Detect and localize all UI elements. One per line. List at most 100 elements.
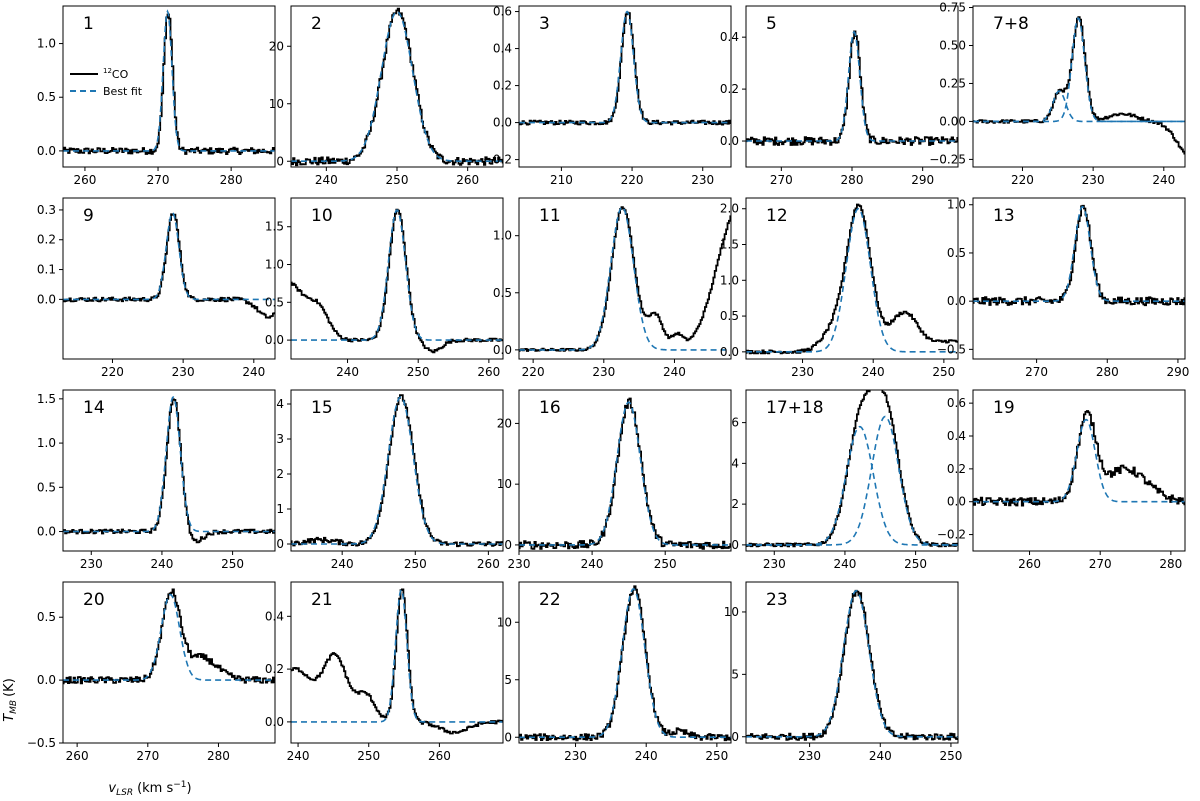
x-tick-label: 290 (1166, 365, 1189, 379)
panel-label: 14 (83, 398, 105, 418)
panel-frame (745, 5, 959, 168)
y-tick-label: 1.0 (37, 37, 56, 51)
y-tick-label: 0 (504, 538, 512, 552)
x-tick-label: 240 (581, 557, 604, 571)
y-tick-label: 0.00 (939, 114, 966, 128)
panel-label: 12 (766, 206, 788, 226)
x-tick-label: 240 (862, 365, 885, 379)
observed-spectrum (746, 589, 958, 741)
panel-label: 23 (766, 590, 788, 610)
x-tick-label: 240 (331, 557, 354, 571)
observed-spectrum (63, 213, 275, 319)
panel-label: 15 (311, 398, 333, 418)
y-tick-label: 2.0 (720, 202, 739, 216)
x-tick-label: 280 (1096, 365, 1119, 379)
x-tick-label: 240 (833, 557, 856, 571)
y-tick-label: 0.4 (265, 609, 284, 623)
x-tick-label: 270 (147, 173, 170, 187)
panel-label: 21 (311, 590, 333, 610)
y-tick-label: 0.5 (37, 610, 56, 624)
panel-9: 220 230 240 0.0 0.1 0.2 0.3 9 (37, 197, 276, 379)
observed-spectrum (973, 410, 1185, 507)
best-fit-curve (63, 9, 275, 152)
panel-frame (518, 581, 732, 744)
x-tick-label: 260 (456, 173, 479, 187)
y-tick-label: 0.4 (947, 429, 966, 443)
y-tick-label: 0 (731, 730, 739, 744)
panel-7-8: 220 230 240 −0.25 0.00 0.25 0.50 0.75 7+8 (929, 1, 1186, 187)
x-tick-label: 240 (663, 365, 686, 379)
best-fit-curve (746, 207, 958, 353)
observed-spectrum (291, 394, 503, 548)
panel-label: 13 (993, 206, 1015, 226)
panel-frame (972, 197, 1186, 360)
panel-1: 260 270 280 0.0 0.5 1.0 1 (37, 5, 276, 187)
y-tick-label: 0.4 (493, 42, 512, 56)
x-tick-label: 230 (791, 365, 814, 379)
y-tick-label: 1.0 (947, 198, 966, 212)
y-tick-label: 0.0 (265, 333, 284, 347)
x-tick-label: 260 (477, 365, 500, 379)
x-tick-label: 240 (869, 749, 892, 763)
panel-frame (290, 197, 504, 360)
x-tick-label: 230 (508, 557, 531, 571)
best-fit-curve (63, 396, 275, 533)
y-tick-label: 0.0 (37, 144, 56, 158)
x-tick-label: 220 (621, 173, 644, 187)
y-tick-label: 1.0 (493, 229, 512, 243)
y-tick-label: −0.2 (937, 528, 966, 542)
x-tick-label: 240 (242, 365, 265, 379)
y-tick-label: 0 (731, 538, 739, 552)
panel-12: 230 240 250 0.0 0.5 1.0 1.5 2.0 12 (720, 197, 959, 379)
panel-label: 22 (539, 590, 561, 610)
panel-17-18: 230 240 250 0 2 4 6 17+18 (731, 389, 959, 571)
best-fit-curve (519, 206, 731, 351)
y-tick-label: 0.1 (37, 263, 56, 277)
x-tick-label: 230 (80, 557, 103, 571)
x-axis-label: vLSR (km s−1) (108, 780, 191, 797)
y-tick-label: 2 (276, 467, 284, 481)
y-tick-label: 0.2 (947, 462, 966, 476)
y-axis-label: TMB(K) (2, 678, 19, 722)
best-fit-curve (973, 205, 1185, 302)
x-tick-label: 240 (315, 173, 338, 187)
panel-14: 230 240 250 0.0 0.5 1.0 1.5 14 (37, 389, 276, 571)
x-tick-label: 270 (1025, 365, 1048, 379)
observed-spectrum (746, 30, 958, 146)
x-tick-label: 240 (287, 749, 310, 763)
y-tick-label: −0.2 (483, 153, 512, 167)
x-tick-label: 230 (592, 365, 615, 379)
y-tick-label: 0.75 (939, 1, 966, 15)
y-tick-label: 0.0 (720, 134, 739, 148)
x-tick-label: 260 (477, 557, 500, 571)
panel-label: 2 (311, 14, 322, 34)
fit-component-2 (746, 415, 958, 546)
y-tick-label: 0.0 (947, 495, 966, 509)
y-tick-label: 1 (276, 502, 284, 516)
best-fit-curve (746, 30, 958, 142)
x-tick-label: 230 (1082, 173, 1105, 187)
panel-label: 3 (539, 14, 550, 34)
x-tick-label: 270 (136, 749, 159, 763)
panel-label: 9 (83, 206, 94, 226)
observed-spectrum (519, 206, 731, 352)
panel-frame (290, 581, 504, 744)
legend: 12CO Best fit (70, 67, 143, 98)
panel-frame (745, 389, 959, 552)
y-tick-label: 1.0 (265, 258, 284, 272)
y-tick-label: 10 (724, 605, 739, 619)
y-tick-label: 1.0 (720, 273, 739, 287)
y-tick-label: 20 (269, 39, 284, 53)
y-tick-label: 20 (497, 416, 512, 430)
panel-label: 19 (993, 398, 1015, 418)
y-tick-label: 0.4 (720, 30, 739, 44)
panel-label: 10 (311, 206, 333, 226)
x-tick-label: 250 (386, 173, 409, 187)
panel-label: 16 (539, 398, 561, 418)
y-tick-label: 1.5 (720, 238, 739, 252)
y-tick-label: 0.6 (493, 5, 512, 19)
panel-frame (62, 581, 276, 744)
best-fit-curve (291, 396, 503, 545)
x-tick-label: 240 (1152, 173, 1175, 187)
panel-20: 260 270 280 −0.5 0.0 0.5 20 (27, 581, 276, 763)
